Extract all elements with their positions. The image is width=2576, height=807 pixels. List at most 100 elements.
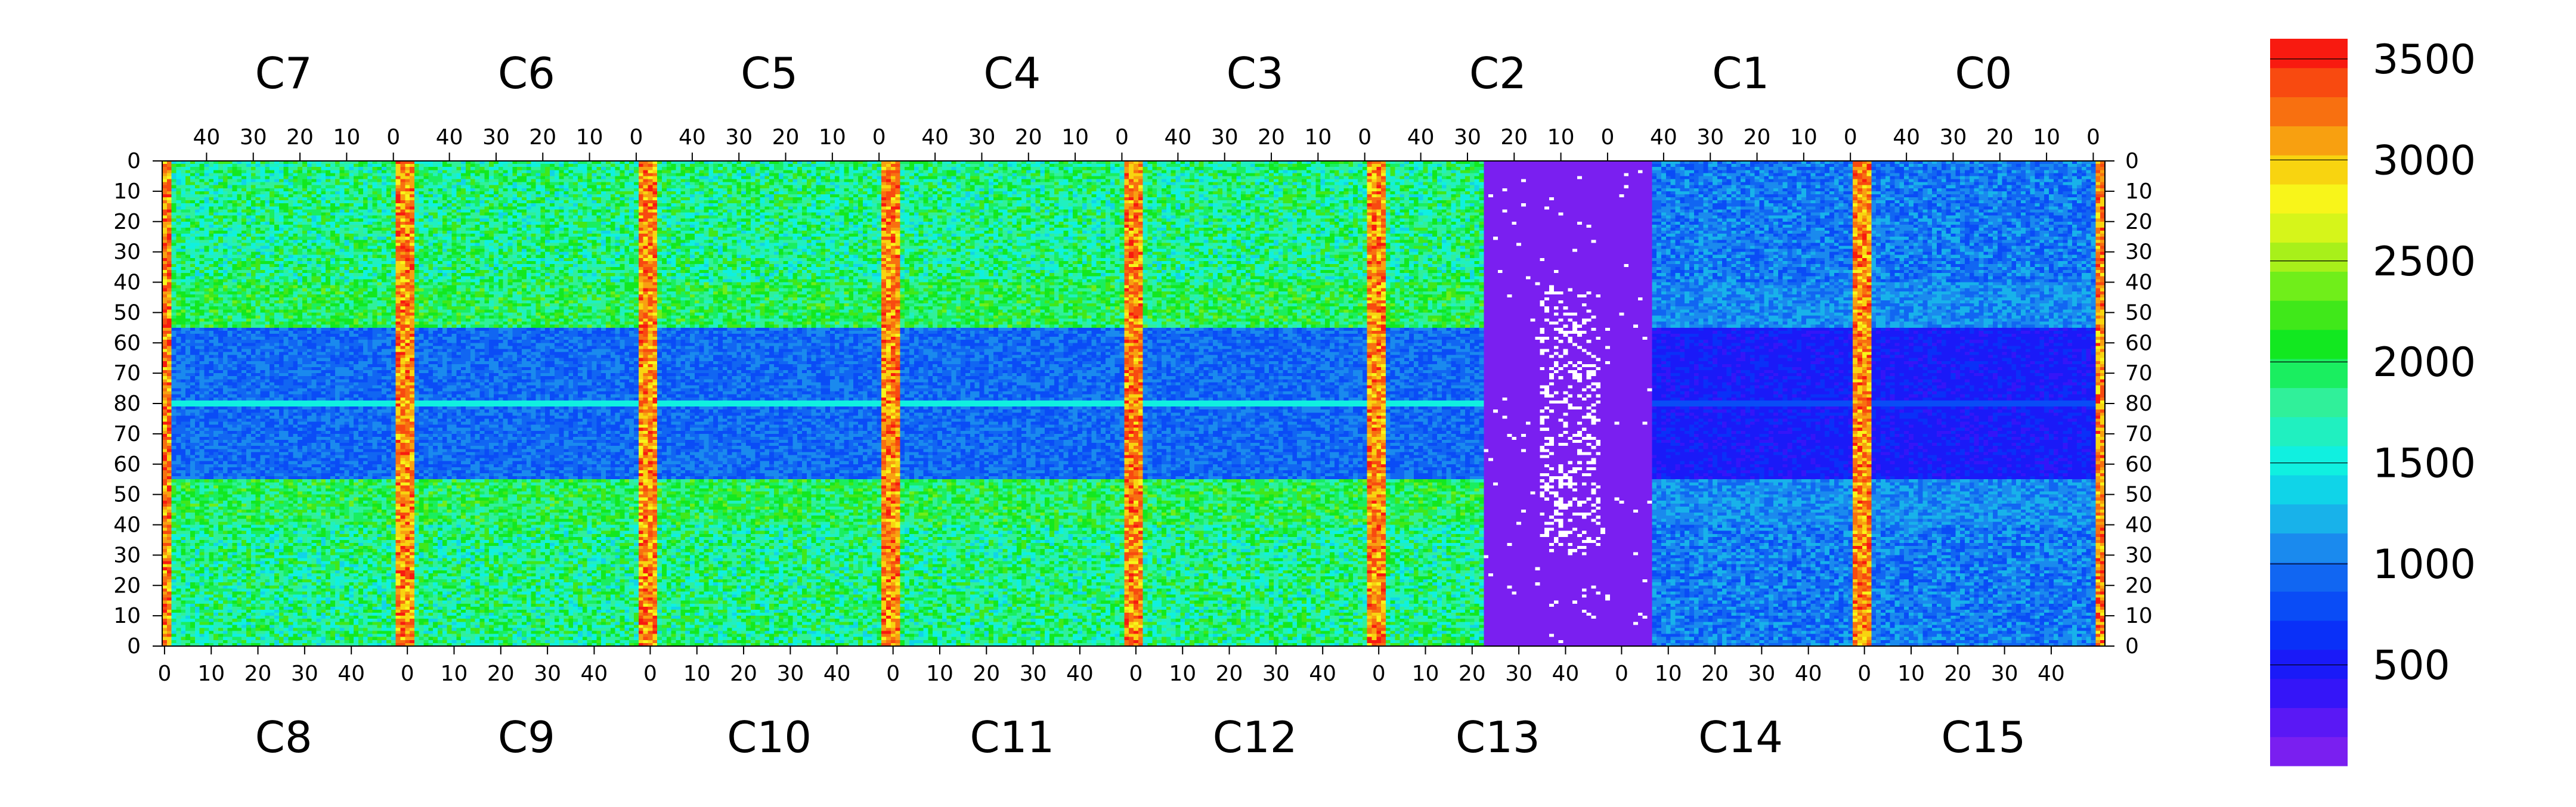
top-chip-label: C1 [1712,48,1769,98]
colorbar-segment [2270,737,2348,766]
y-tick-label-right: 40 [2125,271,2153,295]
heatmap-image [162,161,2105,646]
top-x-tick-label: 30 [1211,125,1239,150]
top-chip-label: C0 [1955,48,2012,98]
colorbar-tick-label: 2500 [2373,238,2476,285]
y-tick-label-right: 0 [2125,149,2139,173]
colorbar-segment [2270,184,2348,214]
bottom-x-tick-label: 30 [1505,662,1532,686]
bottom-x-tick-label: 20 [244,662,272,686]
colorbar-segment [2270,358,2348,389]
bottom-x-tick-label: 10 [1655,662,1682,686]
top-x-tick-label: 30 [482,125,510,150]
bottom-x-tick-label: 0 [1615,662,1628,686]
y-tick-label-right: 60 [2125,331,2153,355]
bottom-x-tick-label: 0 [1857,662,1871,686]
top-chip-label: C5 [741,48,798,98]
top-x-tick-label: 0 [1844,125,1857,150]
colorbar-segment [2270,475,2348,505]
top-x-tick-label: 0 [386,125,400,150]
bottom-x-tick-label: 10 [683,662,711,686]
bottom-x-tick-label: 40 [1309,662,1336,686]
top-x-tick-label: 0 [1600,125,1614,150]
y-tick-label-right: 10 [2125,604,2153,628]
colorbar-segment [2270,504,2348,534]
bottom-x-tick-label: 40 [2038,662,2065,686]
bottom-chip-label: C15 [1941,712,2026,762]
top-x-tick-label: 10 [333,125,360,150]
top-x-tick-label: 20 [1500,125,1528,150]
bottom-x-tick-label: 40 [1066,662,1094,686]
colorbar-tick-label: 1500 [2373,440,2476,488]
colorbar-segment [2270,39,2348,69]
top-x-tick-label: 40 [436,125,463,150]
colorbar-segment [2270,242,2348,272]
colorbar-tick-label: 500 [2373,643,2450,690]
y-tick-label-left: 50 [113,483,141,507]
y-tick-label-right: 0 [2125,634,2139,659]
y-tick-label-right: 20 [2125,573,2153,598]
colorbar-segment [2270,417,2348,446]
bottom-x-tick-label: 0 [1372,662,1386,686]
bottom-chip-label: C10 [727,712,812,762]
bottom-x-tick-label: 20 [973,662,1000,686]
bottom-x-tick-label: 30 [534,662,561,686]
bottom-chip-label: C8 [255,712,312,762]
y-tick-label-left: 70 [113,422,141,446]
y-tick-label-left: 10 [113,604,141,628]
y-tick-label-left: 30 [113,240,141,265]
top-x-tick-label: 0 [2086,125,2100,150]
bottom-x-tick-label: 20 [1701,662,1729,686]
top-x-tick-label: 10 [1790,125,1818,150]
colorbar-segment [2270,620,2348,650]
bottom-x-tick-label: 10 [441,662,468,686]
bottom-x-tick-label: 20 [730,662,757,686]
colorbar-segment [2270,387,2348,417]
y-tick-label-left: 50 [113,300,141,325]
bottom-chip-label: C11 [970,712,1054,762]
bottom-x-tick-label: 0 [886,662,900,686]
colorbar-tick-label: 3500 [2373,36,2476,83]
heatmap-area [162,161,2105,646]
top-x-tick-label: 30 [725,125,753,150]
bottom-x-tick-label: 30 [1991,662,2018,686]
y-tick-label-right: 70 [2125,361,2153,386]
bottom-x-tick-label: 40 [1795,662,1822,686]
top-chip-label: C7 [255,48,312,98]
top-x-tick-label: 40 [679,125,706,150]
top-x-tick-label: 40 [1650,125,1677,150]
top-x-tick-label: 0 [872,125,886,150]
y-tick-label-right: 80 [2125,392,2153,416]
bottom-x-tick-label: 30 [1748,662,1775,686]
bottom-x-tick-label: 20 [1216,662,1243,686]
top-x-tick-label: 10 [1304,125,1332,150]
top-x-tick-label: 0 [629,125,643,150]
y-tick-label-left: 20 [113,210,141,234]
axis-ticks: 40 30 20 10 0 0 10 20 30 40 40 30 20 10 0 0 10 20 30 40 40 30… [113,125,2153,686]
colorbar-segment [2270,155,2348,185]
top-chip-label: C2 [1469,48,1527,98]
bottom-chip-label: C13 [1456,712,1540,762]
colorbar-segment [2270,562,2348,592]
top-x-tick-label: 10 [1547,125,1575,150]
colorbar-tick-label: 2000 [2373,339,2476,386]
top-x-tick-label: 10 [1061,125,1089,150]
bottom-x-tick-label: 0 [401,662,414,686]
y-tick-label-left: 20 [113,573,141,598]
colorbar-segment [2270,97,2348,126]
bottom-x-tick-label: 30 [776,662,804,686]
top-x-tick-label: 30 [240,125,267,150]
top-x-tick-label: 20 [1258,125,1285,150]
top-x-tick-label: 30 [1696,125,1724,150]
y-tick-label-left: 10 [113,179,141,204]
bottom-chip-label: C14 [1698,712,1783,762]
top-x-tick-label: 20 [286,125,314,150]
y-tick-label-left: 40 [113,271,141,295]
y-tick-label-right: 20 [2125,210,2153,234]
y-tick-label-right: 10 [2125,179,2153,204]
y-tick-label-right: 50 [2125,483,2153,507]
bottom-x-tick-label: 40 [1552,662,1580,686]
top-x-tick-label: 30 [1454,125,1481,150]
y-tick-label-right: 30 [2125,240,2153,265]
